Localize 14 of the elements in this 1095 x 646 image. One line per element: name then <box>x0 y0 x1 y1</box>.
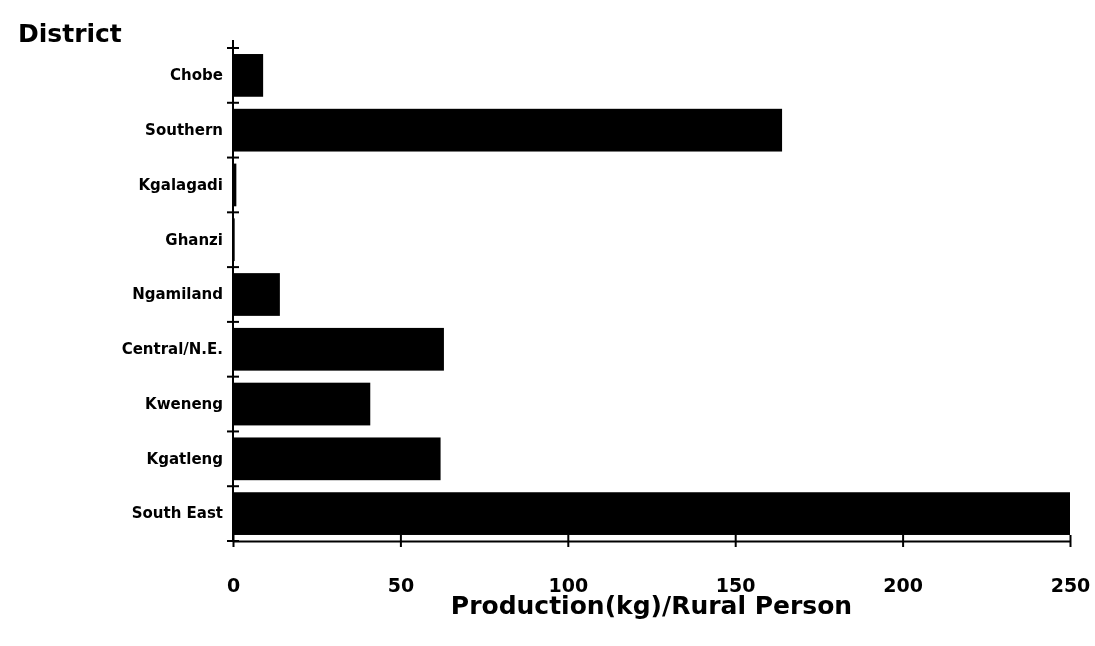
y-tick-label: Ngamiland <box>132 285 223 304</box>
y-tick-label: Kgalagadi <box>138 175 223 194</box>
y-tick-label: Southern <box>145 120 223 139</box>
y-tick-label: South East <box>131 504 223 523</box>
y-tick-label: Central/N.E. <box>121 340 223 359</box>
x-tick-label: 50 <box>387 573 415 596</box>
x-tick-label: 200 <box>883 573 923 596</box>
y-axis-title: District <box>18 19 122 48</box>
y-tick-label: Ghanzi <box>165 230 223 249</box>
x-tick-label: 250 <box>1050 573 1091 596</box>
y-tick-label: Kgatleng <box>146 449 223 468</box>
x-tick-label: 0 <box>226 573 241 596</box>
y-tick-label: Kweneng <box>145 394 223 413</box>
y-tick-label: Chobe <box>170 66 223 85</box>
